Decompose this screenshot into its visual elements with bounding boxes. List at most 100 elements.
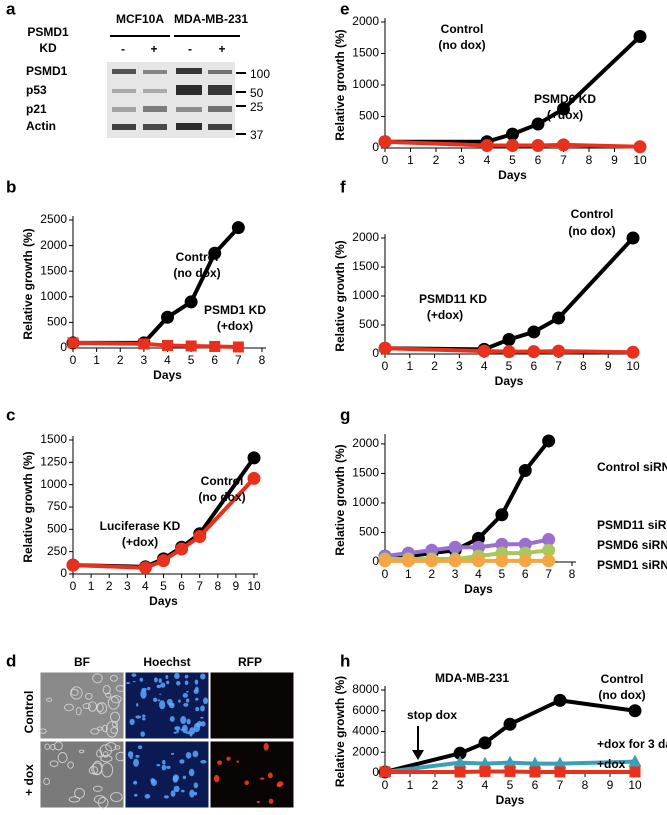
y-tick-label: 2000: [352, 436, 379, 450]
series-label: +dox for 3 days: [597, 737, 667, 751]
cell: [176, 680, 181, 686]
cell: [189, 789, 195, 798]
marker-label: 50: [250, 86, 264, 100]
point: [138, 338, 150, 350]
micrograph: [209, 671, 295, 740]
blot-row: PSMD1: [26, 64, 68, 78]
point: [478, 756, 492, 769]
point: [378, 554, 392, 568]
image-column: RFP: [238, 655, 262, 669]
cell-line: MDA-MB-231: [174, 12, 248, 26]
blot-gene-sub: KD: [39, 41, 57, 55]
micrograph: [39, 671, 125, 740]
cell: [140, 689, 147, 699]
cell: [188, 768, 195, 777]
point: [208, 246, 222, 260]
cell: [200, 716, 204, 719]
cell: [100, 755, 113, 763]
cell: [158, 678, 162, 683]
cell: [45, 697, 53, 702]
cell: [114, 745, 121, 750]
y-tick-label: 500: [359, 525, 379, 539]
cell: [267, 772, 273, 779]
cell: [182, 692, 188, 698]
series-line: [385, 35, 642, 144]
lane-label: -: [188, 42, 192, 56]
x-tick-label: 8: [214, 579, 221, 593]
x-tick-label: 6: [532, 778, 539, 792]
point: [629, 766, 641, 778]
x-tick-label: 2: [428, 567, 435, 581]
cell: [195, 706, 200, 712]
x-tick-label: 4: [142, 579, 149, 593]
cell: [151, 779, 157, 787]
point: [448, 540, 462, 554]
panel-letter: f: [340, 177, 346, 196]
cell: [92, 673, 103, 684]
annotation: stop dox: [407, 708, 457, 722]
point: [138, 561, 152, 575]
annotation: PSMD11 KD: [419, 292, 487, 306]
panel-letter: h: [340, 651, 350, 670]
x-tick-label: 0: [382, 567, 389, 581]
cell: [137, 745, 143, 750]
cell: [156, 684, 162, 689]
y-tick-label: 1000: [352, 77, 379, 91]
cell: [63, 703, 74, 712]
cell: [166, 765, 171, 770]
x-tick-label: 2: [433, 153, 440, 167]
cell: [154, 677, 158, 683]
cell: [189, 732, 193, 737]
x-tick-label: 4: [475, 567, 482, 581]
x-tick-label: 3: [457, 778, 464, 792]
cell: [183, 702, 189, 707]
cell: [159, 700, 166, 710]
cell: [178, 699, 181, 703]
panel-letter: g: [340, 405, 350, 424]
cell: [133, 758, 139, 767]
y-axis-label: Relative growth (%): [21, 451, 35, 562]
point: [453, 746, 467, 760]
cell: [140, 731, 146, 737]
x-tick-label: 6: [211, 353, 218, 367]
annotation: Control: [201, 474, 244, 488]
annotation: (no dox): [198, 490, 245, 504]
x-tick-label: 8: [586, 153, 593, 167]
point: [552, 311, 566, 325]
image-column: Hoechst: [143, 655, 190, 669]
cell: [226, 756, 231, 761]
cell: [169, 716, 175, 722]
cell: [172, 775, 179, 783]
point: [626, 231, 640, 245]
point: [157, 554, 170, 568]
cell-line: MCF10A: [116, 12, 164, 26]
x-tick-label: 7: [557, 778, 564, 792]
point: [193, 529, 207, 543]
x-tick-label: 0: [70, 579, 77, 593]
annotation: (no dox): [438, 38, 485, 52]
x-axis-label: Days: [495, 374, 524, 388]
x-tick-label: 9: [611, 153, 618, 167]
cell: [43, 777, 50, 786]
x-tick-label: 8: [582, 778, 589, 792]
x-tick-label: 4: [164, 353, 171, 367]
cell: [180, 716, 187, 725]
x-tick-label: 3: [124, 579, 131, 593]
point: [401, 554, 415, 568]
cell: [260, 777, 265, 780]
cell: [110, 695, 122, 704]
cell: [256, 801, 261, 803]
y-tick-label: 1000: [40, 289, 67, 303]
point: [477, 344, 491, 358]
micrograph: [209, 740, 295, 809]
cell: [236, 760, 240, 763]
point: [185, 340, 197, 352]
y-tick-label: 1000: [352, 495, 379, 509]
y-tick-label: 2000: [40, 238, 67, 252]
cell: [87, 701, 97, 712]
x-tick-label: 9: [233, 579, 240, 593]
cell: [181, 789, 185, 793]
x-tick-label: 2: [106, 579, 113, 593]
cell: [160, 682, 166, 688]
